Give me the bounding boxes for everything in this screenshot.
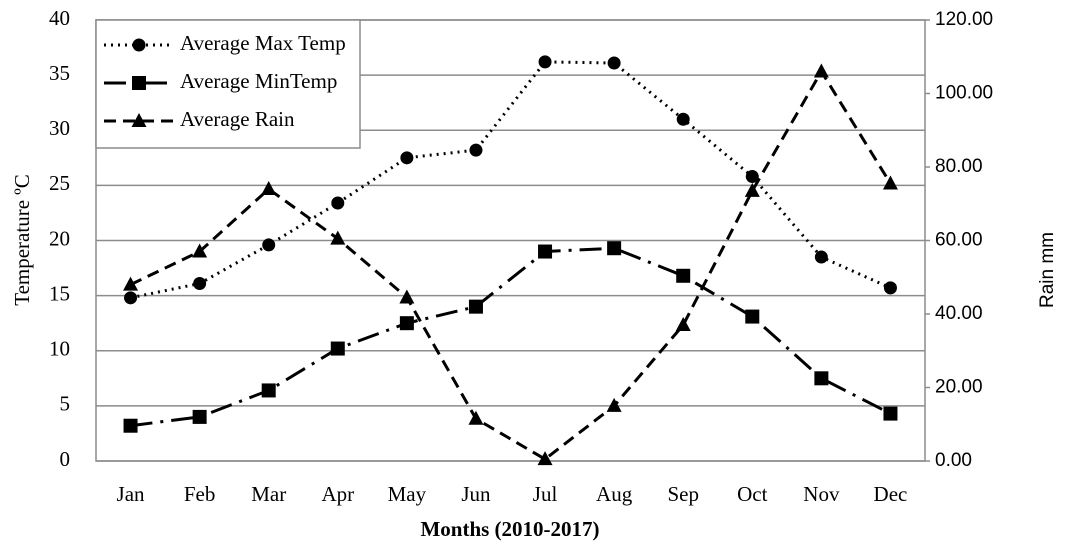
x-tick-label: Jul [533,482,558,506]
marker [123,418,138,433]
marker [814,371,829,386]
x-tick-label: Dec [874,482,908,506]
marker [745,309,760,324]
marker [883,281,897,295]
y2-tick-label: 40.00 [935,303,983,324]
x-tick-label: Nov [803,482,840,506]
marker [676,268,691,283]
x-tick-label: Jun [461,482,491,506]
marker [538,244,553,259]
marker [331,196,345,210]
y2-tick-label: 0.00 [935,450,972,471]
x-tick-label: Feb [184,482,216,506]
y2-tick-label: 80.00 [935,156,983,177]
marker [745,170,759,184]
y2-tick-label: 100.00 [935,83,993,104]
marker [261,181,277,196]
y-tick-label: 35 [49,61,70,85]
marker [261,383,276,398]
marker [132,38,146,52]
y-tick-label: 15 [49,281,70,305]
marker [123,276,139,291]
marker [399,289,415,304]
series-line [130,246,892,428]
marker [192,409,207,424]
x-tick-label: Oct [737,482,767,506]
legend-label: Average Rain [180,107,295,131]
marker [193,276,207,290]
series-line [129,68,892,461]
marker [132,76,146,90]
x-tick-label: Sep [667,482,699,506]
legend-label: Average MinTemp [180,69,337,93]
x-tick-label: Jan [117,482,145,506]
marker [468,410,484,425]
marker [606,397,622,412]
x-tick-label: Aug [596,482,633,506]
marker [400,151,414,165]
marker [124,291,138,305]
marker [192,243,208,258]
y2-tick-label: 120.00 [935,9,993,30]
y-tick-label: 0 [60,447,71,471]
x-axis-title: Months (2010-2017) [420,517,599,541]
legend-label: Average Max Temp [180,31,346,55]
y2-tick-label: 60.00 [935,230,983,251]
marker [676,112,690,126]
y-tick-label: 20 [49,226,70,250]
marker [744,182,760,197]
y-tick-label: 40 [49,6,70,30]
marker [813,63,829,78]
marker [262,238,276,252]
marker [330,230,346,245]
marker [469,143,483,157]
x-tick-label: Mar [251,482,286,506]
y-tick-label: 5 [60,392,71,416]
x-tick-label: May [388,482,427,506]
y-tick-label: 25 [49,171,70,195]
marker [607,56,621,70]
marker [882,175,898,190]
y2-tick-label: 20.00 [935,377,983,398]
x-tick-label: Apr [321,482,354,506]
marker [537,451,553,466]
marker [399,316,414,331]
y-axis-title: Temperature ºC [10,174,34,306]
y2-axis-title: Rain mm [1037,232,1058,308]
marker [607,241,622,256]
marker [330,341,345,356]
marker [131,113,147,127]
y-tick-label: 30 [49,116,70,140]
legend: Average Max Temp Average MinTemp Average R… [95,19,361,149]
y-tick-label: 10 [49,337,70,361]
marker [675,317,691,332]
marker [468,299,483,314]
marker [814,250,828,264]
plot-frame [95,19,926,462]
marker [538,55,552,69]
marker [883,406,898,421]
